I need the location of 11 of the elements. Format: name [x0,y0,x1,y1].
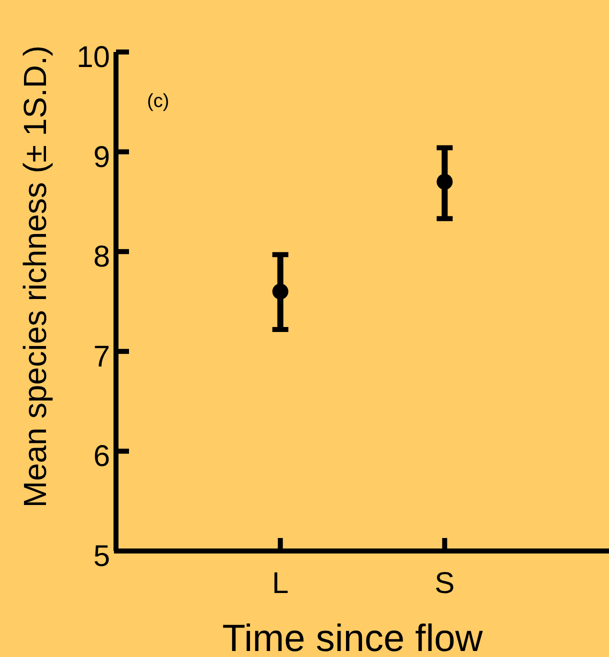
y-tick-label: 10 [76,41,110,74]
x-tick-label: L [272,567,289,600]
annotation: (c) [147,91,170,112]
y-tick-label: 7 [93,340,110,374]
y-tick-label: 5 [93,540,110,573]
y-tick-label: 9 [93,140,110,174]
x-axis-title: Time since flow [222,618,484,657]
y-tick-label: 6 [93,440,110,474]
y-tick-label: 8 [93,240,110,274]
x-tick-label: S [434,567,455,600]
y-axis-title: Mean species richness (± 1S.D.) [17,45,53,508]
